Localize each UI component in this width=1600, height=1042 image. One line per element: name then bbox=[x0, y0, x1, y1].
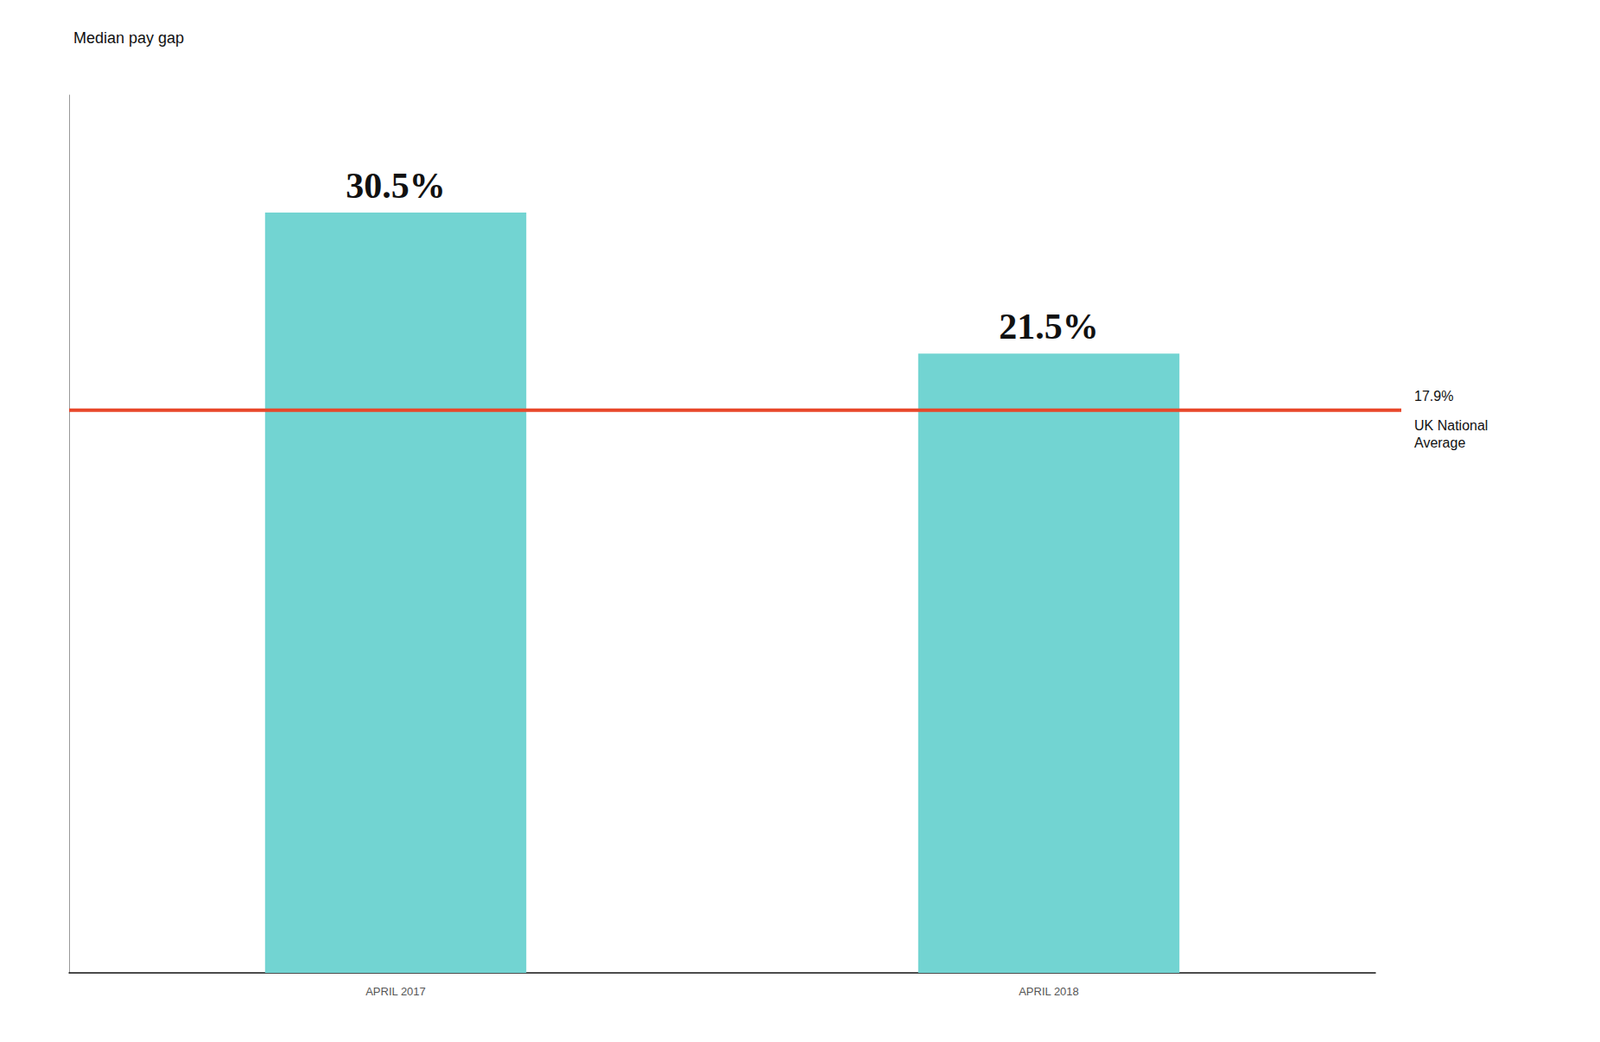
svg-text:21.5%: 21.5% bbox=[998, 306, 1099, 347]
svg-text:APRIL 2017: APRIL 2017 bbox=[365, 984, 426, 998]
svg-text:Average: Average bbox=[1414, 435, 1466, 451]
svg-text:17.9%: 17.9% bbox=[1414, 388, 1454, 404]
svg-text:APRIL 2018: APRIL 2018 bbox=[1018, 984, 1080, 998]
svg-text:30.5%: 30.5% bbox=[345, 165, 446, 206]
svg-text:Median pay gap: Median pay gap bbox=[73, 29, 185, 47]
svg-text:UK National: UK National bbox=[1414, 418, 1488, 433]
